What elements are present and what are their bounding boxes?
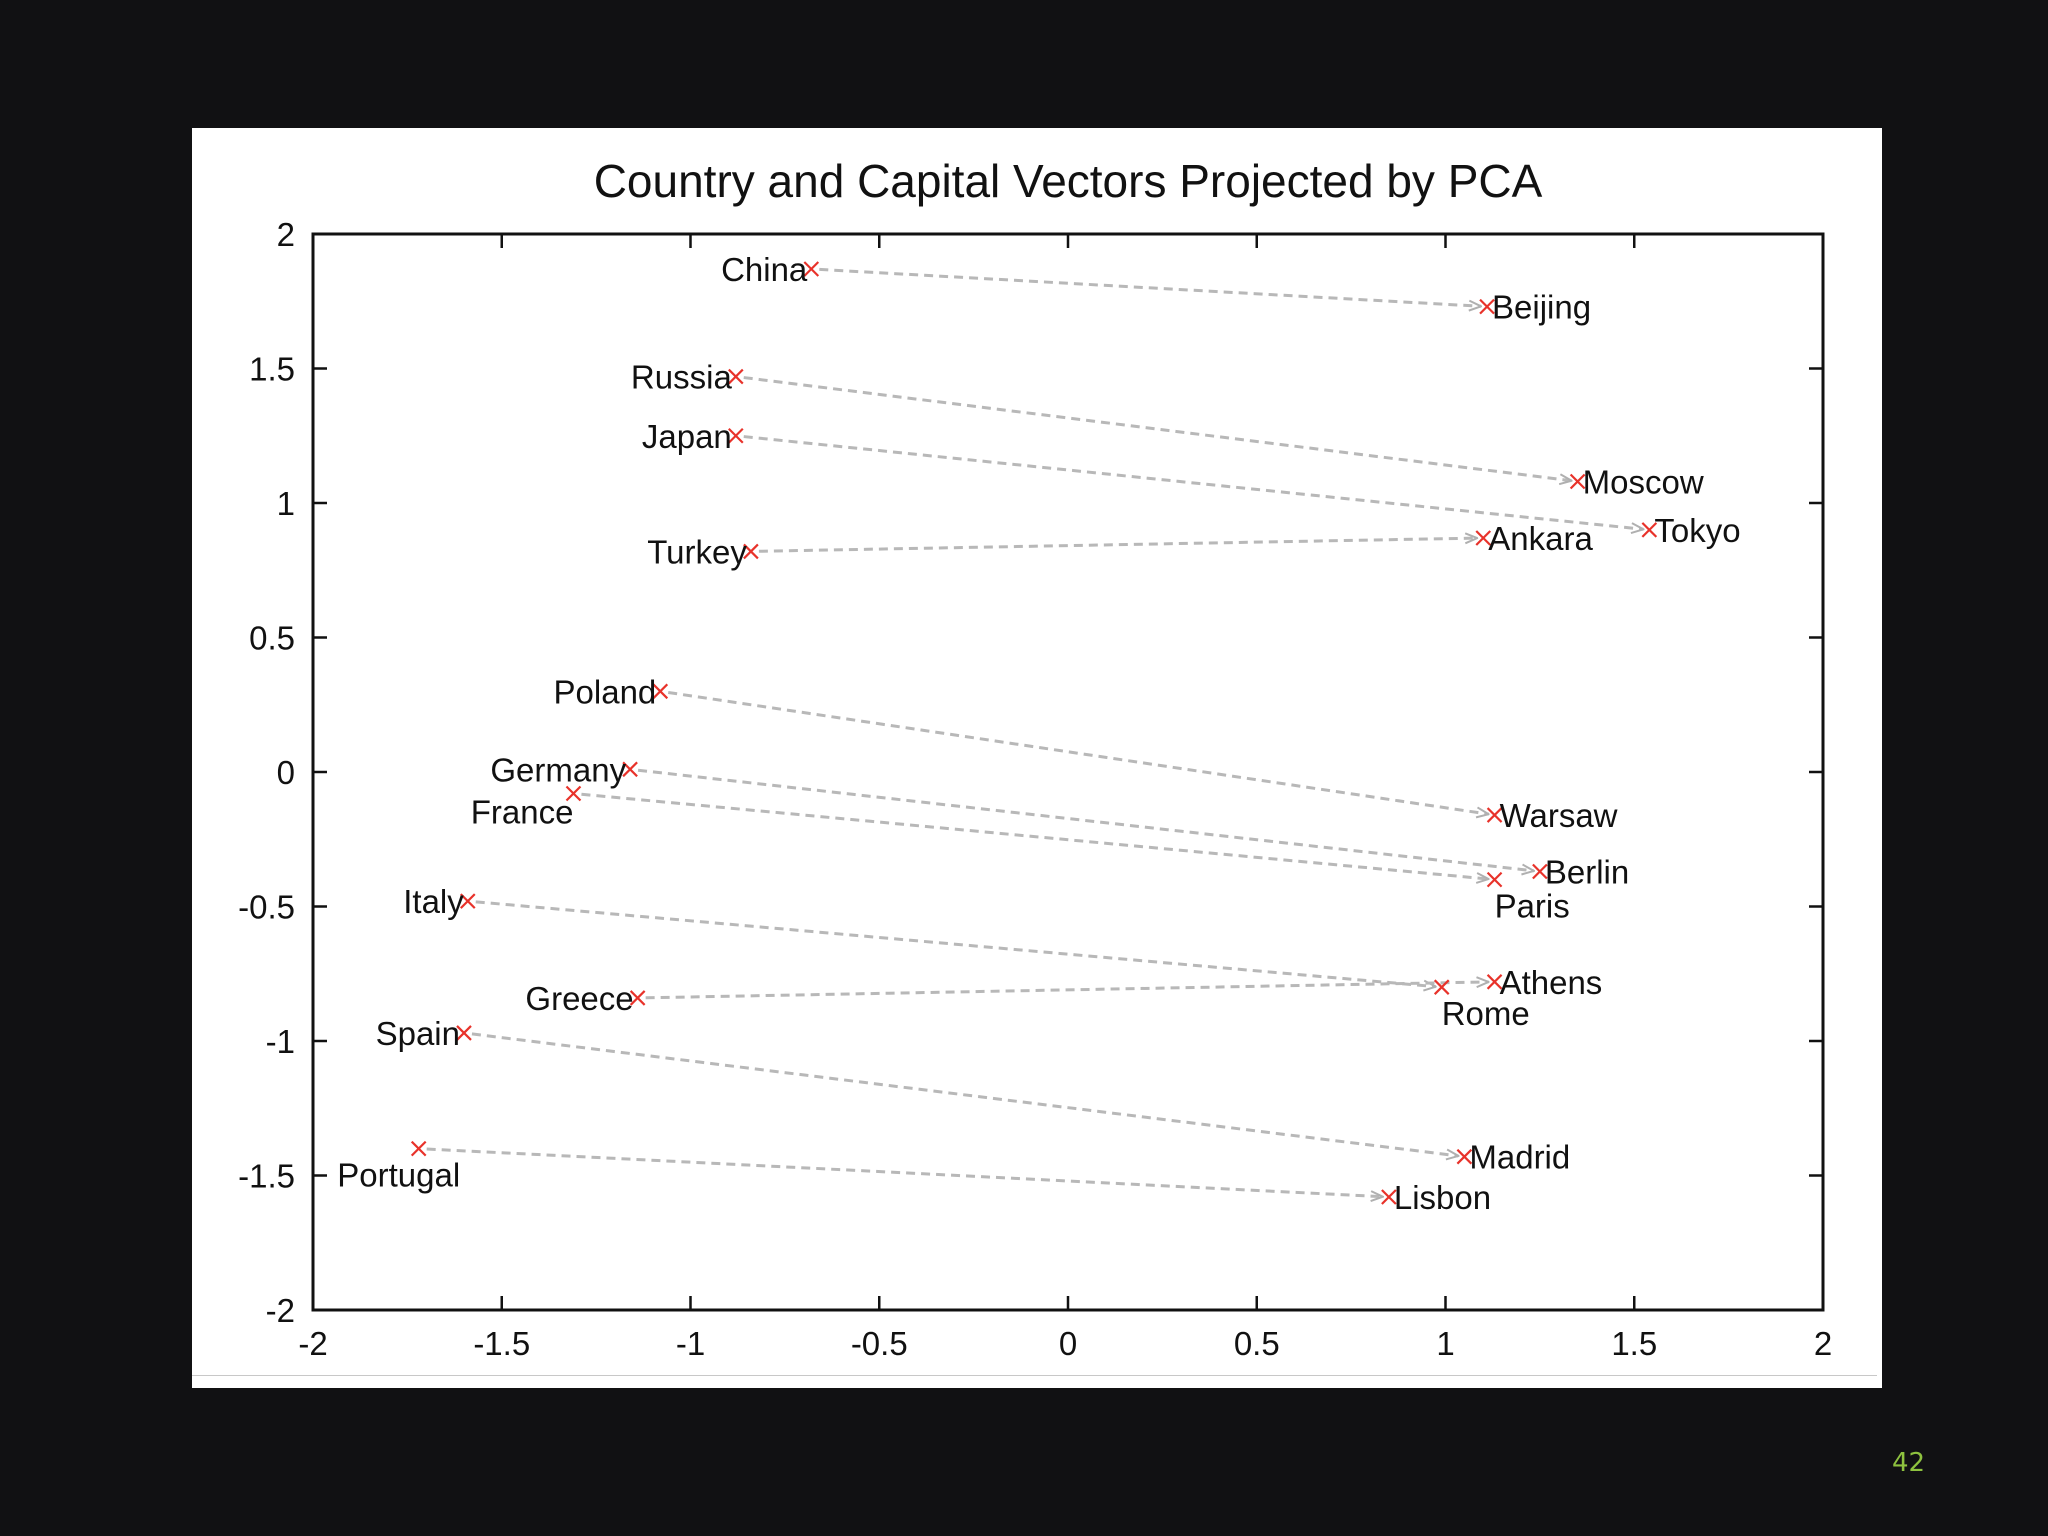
point-paris [1486, 871, 1503, 888]
y-tick-label: 2 [277, 216, 295, 253]
point-moscow [1569, 473, 1586, 490]
x-tick-label: 2 [1814, 1325, 1832, 1362]
y-tick-label: -1.5 [238, 1158, 295, 1195]
point-label-moscow: Moscow [1583, 463, 1704, 500]
arrow-italy-rome [475, 900, 1436, 987]
point-label-lisbon: Lisbon [1394, 1179, 1491, 1216]
point-label-athens: Athens [1500, 964, 1603, 1001]
point-portugal [410, 1140, 427, 1157]
y-tick-label: 1.5 [249, 351, 295, 388]
axis-ticks: -2 -1.5 -1 -0.5 0 0.5 1 1.5 2 2 1.5 1 0.5 0 -0.5 -1 -1.5… [238, 216, 1832, 1362]
point-label-turkey: Turkey [647, 533, 747, 570]
arrow-portugal-lisbon [426, 1147, 1383, 1197]
point-italy [459, 893, 476, 909]
point-label-warsaw: Warsaw [1500, 797, 1618, 834]
point-madrid [1456, 1148, 1473, 1165]
x-tick-label: 1.5 [1611, 1325, 1657, 1362]
panel-bottom-rule [192, 1375, 1877, 1376]
point-label-russia: Russia [631, 359, 733, 396]
point-turkey [743, 543, 759, 560]
point-label-tokyo: Tokyo [1654, 512, 1740, 549]
x-tick-label: 1 [1436, 1325, 1454, 1362]
arrow-france-paris [581, 792, 1488, 879]
arrow-japan-tokyo [743, 435, 1644, 530]
y-tick-label: 1 [277, 485, 295, 522]
point-japan [728, 427, 744, 444]
point-label-greece: Greece [525, 980, 633, 1017]
point-ankara [1475, 530, 1492, 546]
y-tick-label: -1 [266, 1023, 295, 1060]
point-label-china: China [721, 251, 808, 288]
point-tokyo [1641, 522, 1658, 538]
y-tick-label: 0.5 [249, 620, 295, 657]
x-tick-label: -0.5 [851, 1325, 908, 1362]
point-label-rome: Rome [1442, 995, 1530, 1032]
figure-panel [192, 128, 1882, 1388]
point-label-beijing: Beijing [1492, 289, 1591, 326]
point-label-berlin: Berlin [1545, 854, 1629, 891]
x-tick-label: 0.5 [1234, 1325, 1280, 1362]
point-label-germany: Germany [490, 751, 626, 788]
point-label-paris: Paris [1495, 888, 1570, 925]
point-rome [1433, 979, 1450, 995]
point-france [565, 785, 582, 802]
point-russia [728, 368, 744, 385]
x-tick-label: -1 [676, 1325, 705, 1362]
point-athens [1486, 974, 1503, 990]
point-label-spain: Spain [376, 1015, 460, 1052]
point-china [803, 261, 820, 277]
x-tick-label: 0 [1059, 1325, 1077, 1362]
point-label-france: France [471, 794, 574, 831]
point-poland [652, 683, 669, 700]
point-warsaw [1486, 807, 1503, 823]
point-label-italy: Italy [403, 883, 464, 920]
point-spain [456, 1025, 472, 1041]
point-lisbon [1381, 1189, 1397, 1205]
point-label-japan: Japan [642, 418, 732, 455]
arrow-turkey-ankara [758, 538, 1477, 553]
point-greece [629, 990, 646, 1006]
y-tick-label: -0.5 [238, 889, 295, 926]
y-tick-label: 0 [277, 754, 295, 791]
point-label-portugal: Portugal [337, 1157, 460, 1194]
arrow-layer [426, 267, 1644, 1197]
point-label-madrid: Madrid [1469, 1139, 1570, 1176]
page-number: 42 [1892, 1448, 1926, 1478]
arrow-russia-moscow [743, 376, 1572, 481]
point-label-poland: Poland [554, 673, 657, 710]
point-layer: China Beijing Russia Moscow Japan Tokyo Turkey… [337, 251, 1740, 1216]
point-label-ankara: Ankara [1488, 520, 1593, 557]
arrow-poland-warsaw [667, 690, 1488, 814]
arrow-china-beijing [819, 267, 1481, 306]
chart-title: Country and Capital Vectors Projected by… [594, 155, 1543, 207]
arrow-spain-madrid [471, 1032, 1458, 1156]
y-tick-label: -2 [266, 1292, 295, 1329]
point-berlin [1532, 863, 1548, 880]
point-beijing [1479, 298, 1495, 315]
arrow-germany-berlin [637, 768, 1534, 871]
x-tick-label: -1.5 [473, 1325, 530, 1362]
arrow-greece-athens [645, 982, 1489, 1000]
x-tick-label: -2 [298, 1325, 327, 1362]
point-germany [622, 761, 638, 778]
